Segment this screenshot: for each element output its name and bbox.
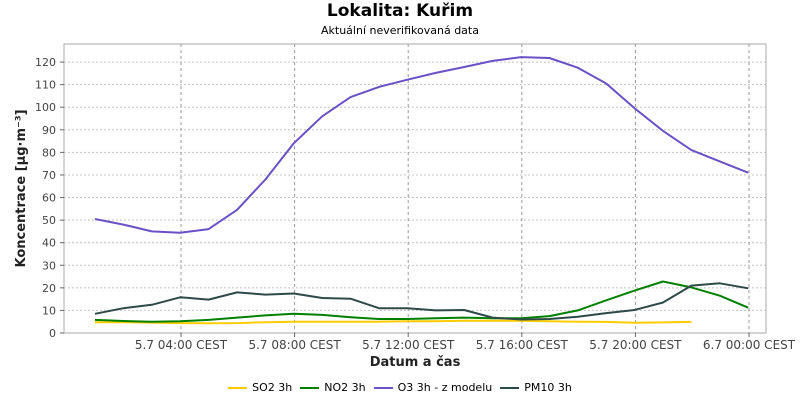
legend-item: NO2 3h <box>300 381 366 394</box>
y-axis-title: Koncentrace [µg·m⁻³] <box>14 109 29 267</box>
chart-subtitle: Aktuální neverifikovaná data <box>321 24 479 37</box>
y-tick-label: 40 <box>42 237 56 250</box>
series-line-no2-3h <box>94 280 749 323</box>
y-tick-label: 0 <box>49 327 56 340</box>
plot-area <box>63 43 767 334</box>
x-tick-label: 5.7 16:00 CEST <box>476 338 569 352</box>
legend-swatch <box>300 386 320 389</box>
x-tick-label: 6.7 00:00 CEST <box>703 338 796 352</box>
series-line-so2-3h <box>95 319 692 325</box>
legend-item: SO2 3h <box>228 381 292 394</box>
x-tick-label: 5.7 08:00 CEST <box>248 338 341 352</box>
x-tick-label: 5.7 04:00 CEST <box>135 338 228 352</box>
y-tick-label: 30 <box>42 259 56 272</box>
y-tick-label: 50 <box>42 214 56 227</box>
legend-label: O3 3h - z modelu <box>397 381 493 394</box>
chart-legend: SO2 3h NO2 3h O3 3h - z modelu PM10 3h <box>0 381 800 394</box>
x-tick-label: 5.7 20:00 CEST <box>589 338 682 352</box>
y-tick-label: 70 <box>42 169 56 182</box>
legend-swatch <box>500 386 520 389</box>
legend-item: O3 3h - z modelu <box>373 381 493 394</box>
x-tick-label: 5.7 12:00 CEST <box>362 338 455 352</box>
legend-label: NO2 3h <box>324 381 366 394</box>
y-tick-label: 10 <box>42 304 56 317</box>
y-tick-label: 120 <box>35 56 56 69</box>
series-line-o3-3h-z-modelu <box>94 56 749 234</box>
x-axis-title: Datum a čas <box>370 355 461 370</box>
y-tick-label: 90 <box>42 124 56 137</box>
legend-swatch <box>373 386 393 389</box>
legend-item: PM10 3h <box>500 381 572 394</box>
legend-swatch <box>228 386 248 389</box>
legend-label: SO2 3h <box>252 381 293 394</box>
y-tick-label: 60 <box>42 192 56 205</box>
y-tick-label: 80 <box>42 146 56 159</box>
chart-title: Lokalita: Kuřim <box>326 1 474 21</box>
y-tick-label: 20 <box>42 282 56 295</box>
y-tick-label: 100 <box>35 101 56 114</box>
legend-label: PM10 3h <box>524 381 572 394</box>
series-line-pm10-3h <box>94 282 749 321</box>
y-tick-label: 110 <box>35 79 56 92</box>
